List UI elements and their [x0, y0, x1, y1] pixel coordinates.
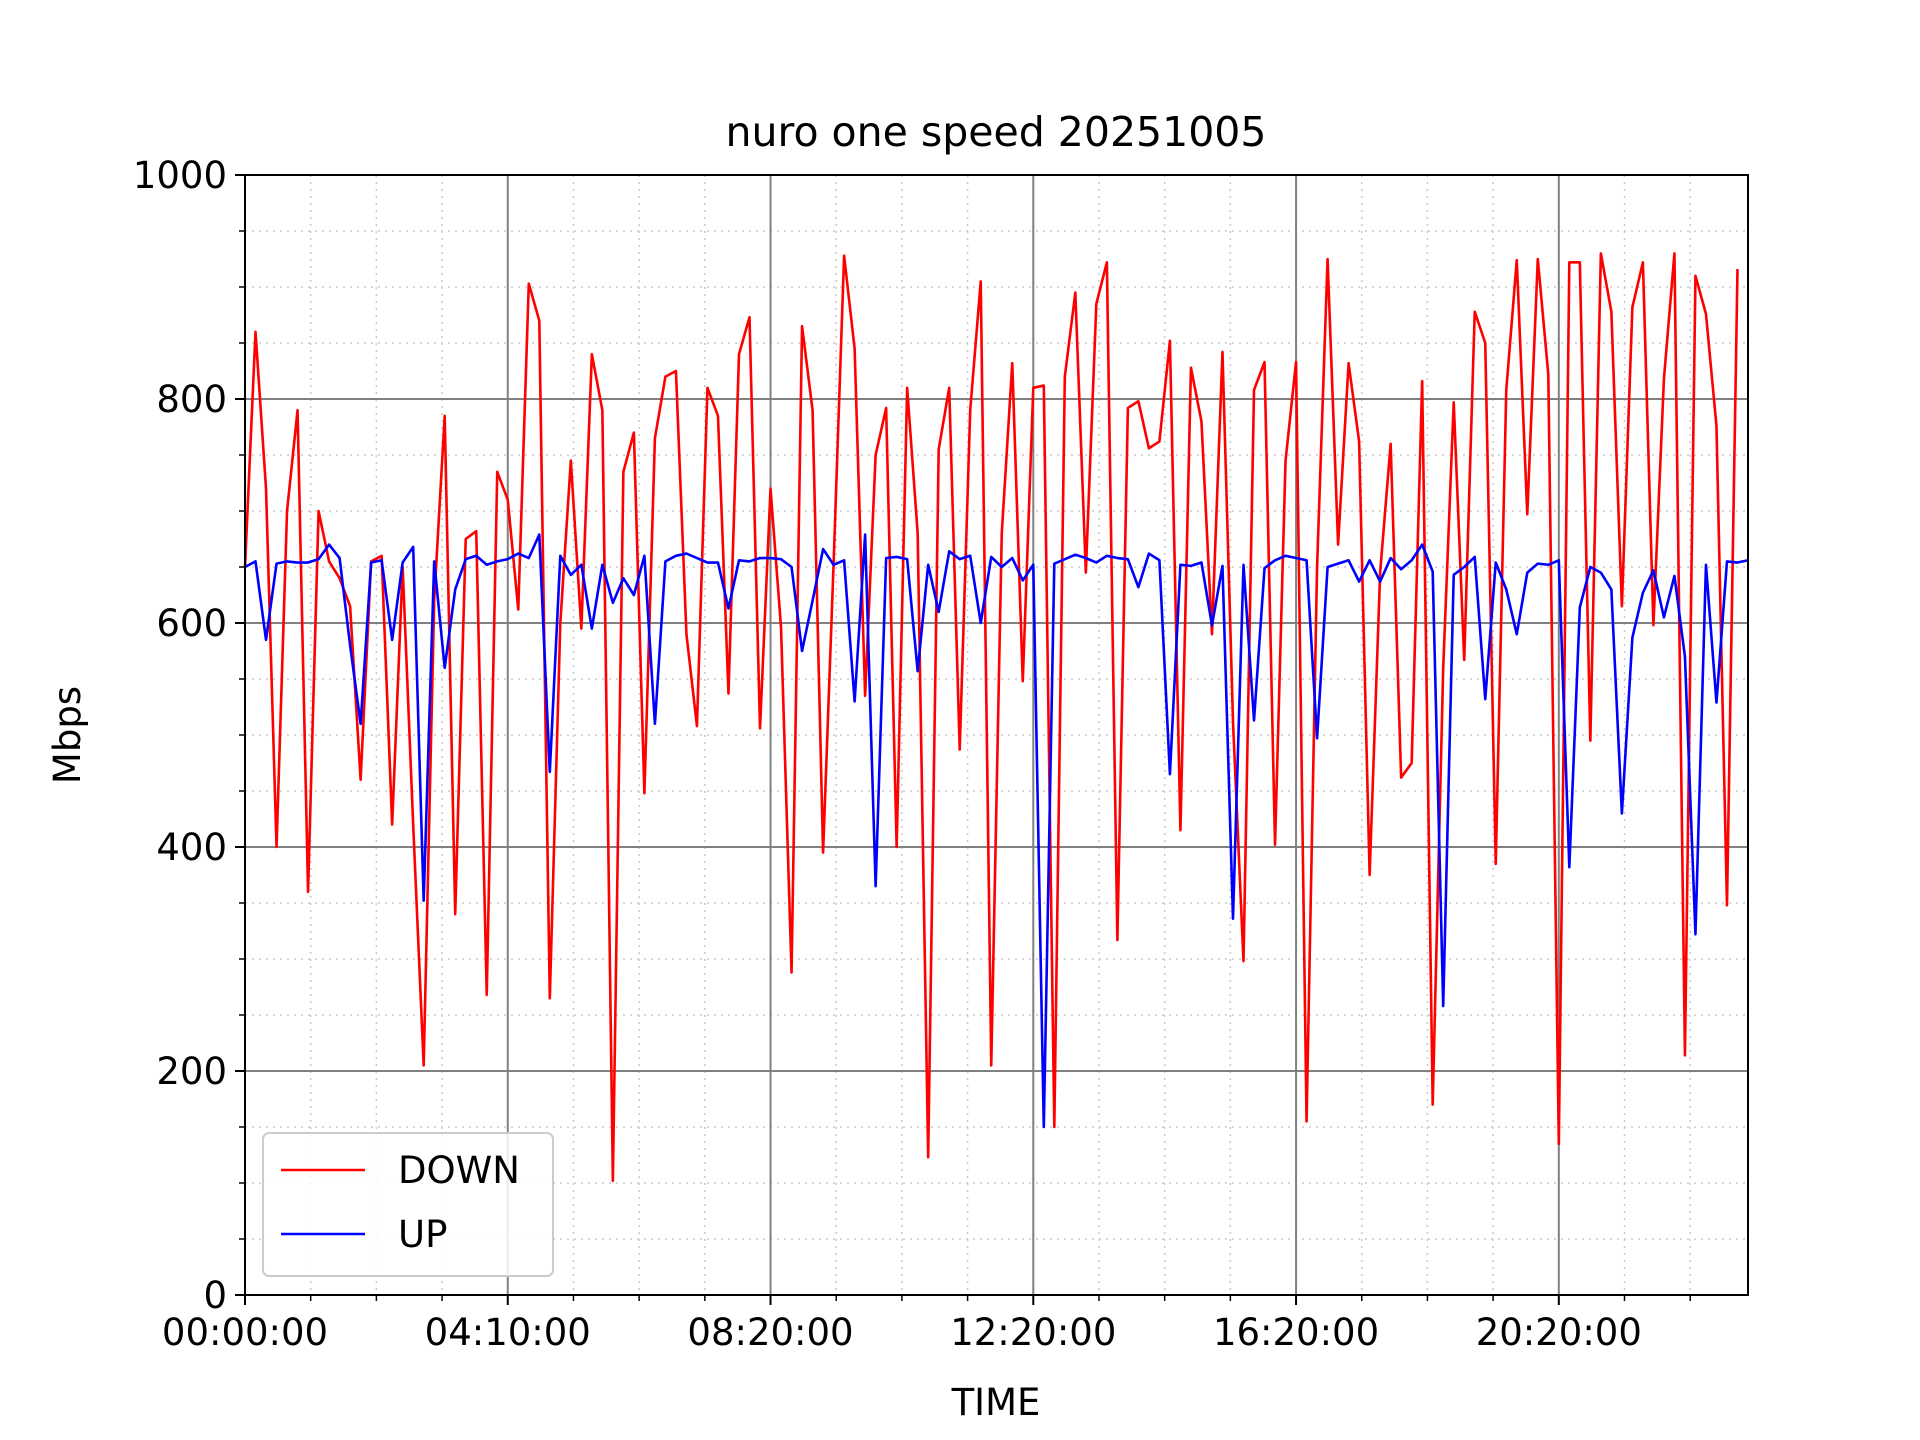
axis-ticks: 0 200 400 600 800 1000 00:00:00 04:10:00 08:20:0… [133, 154, 1691, 1354]
series-line-up [244, 533, 1749, 1129]
legend-label-up: UP [398, 1213, 447, 1256]
x-axis-label: TIME [951, 1381, 1041, 1424]
legend-label-down: DOWN [398, 1149, 520, 1192]
x-tick-label: 16:20:00 [1213, 1311, 1379, 1354]
y-tick-label: 1000 [133, 154, 227, 197]
x-tick-label: 20:20:00 [1476, 1311, 1642, 1354]
x-tick-label: 00:00:00 [162, 1311, 328, 1354]
y-tick-label: 800 [156, 378, 227, 421]
series-group [243, 252, 1749, 1183]
x-tick-label: 04:10:00 [425, 1311, 591, 1354]
y-tick-label: 400 [156, 826, 227, 869]
legend: DOWN UP [262, 1132, 554, 1277]
y-tick-label: 0 [203, 1274, 227, 1317]
y-tick-label: 200 [156, 1050, 227, 1093]
y-tick-label: 600 [156, 602, 227, 645]
y-axis-label: Mbps [46, 686, 89, 784]
series-line-down [243, 252, 1739, 1183]
x-tick-label: 08:20:00 [687, 1311, 853, 1354]
x-tick-label: 12:20:00 [950, 1311, 1116, 1354]
chart-title: nuro one speed 20251005 [726, 108, 1267, 156]
